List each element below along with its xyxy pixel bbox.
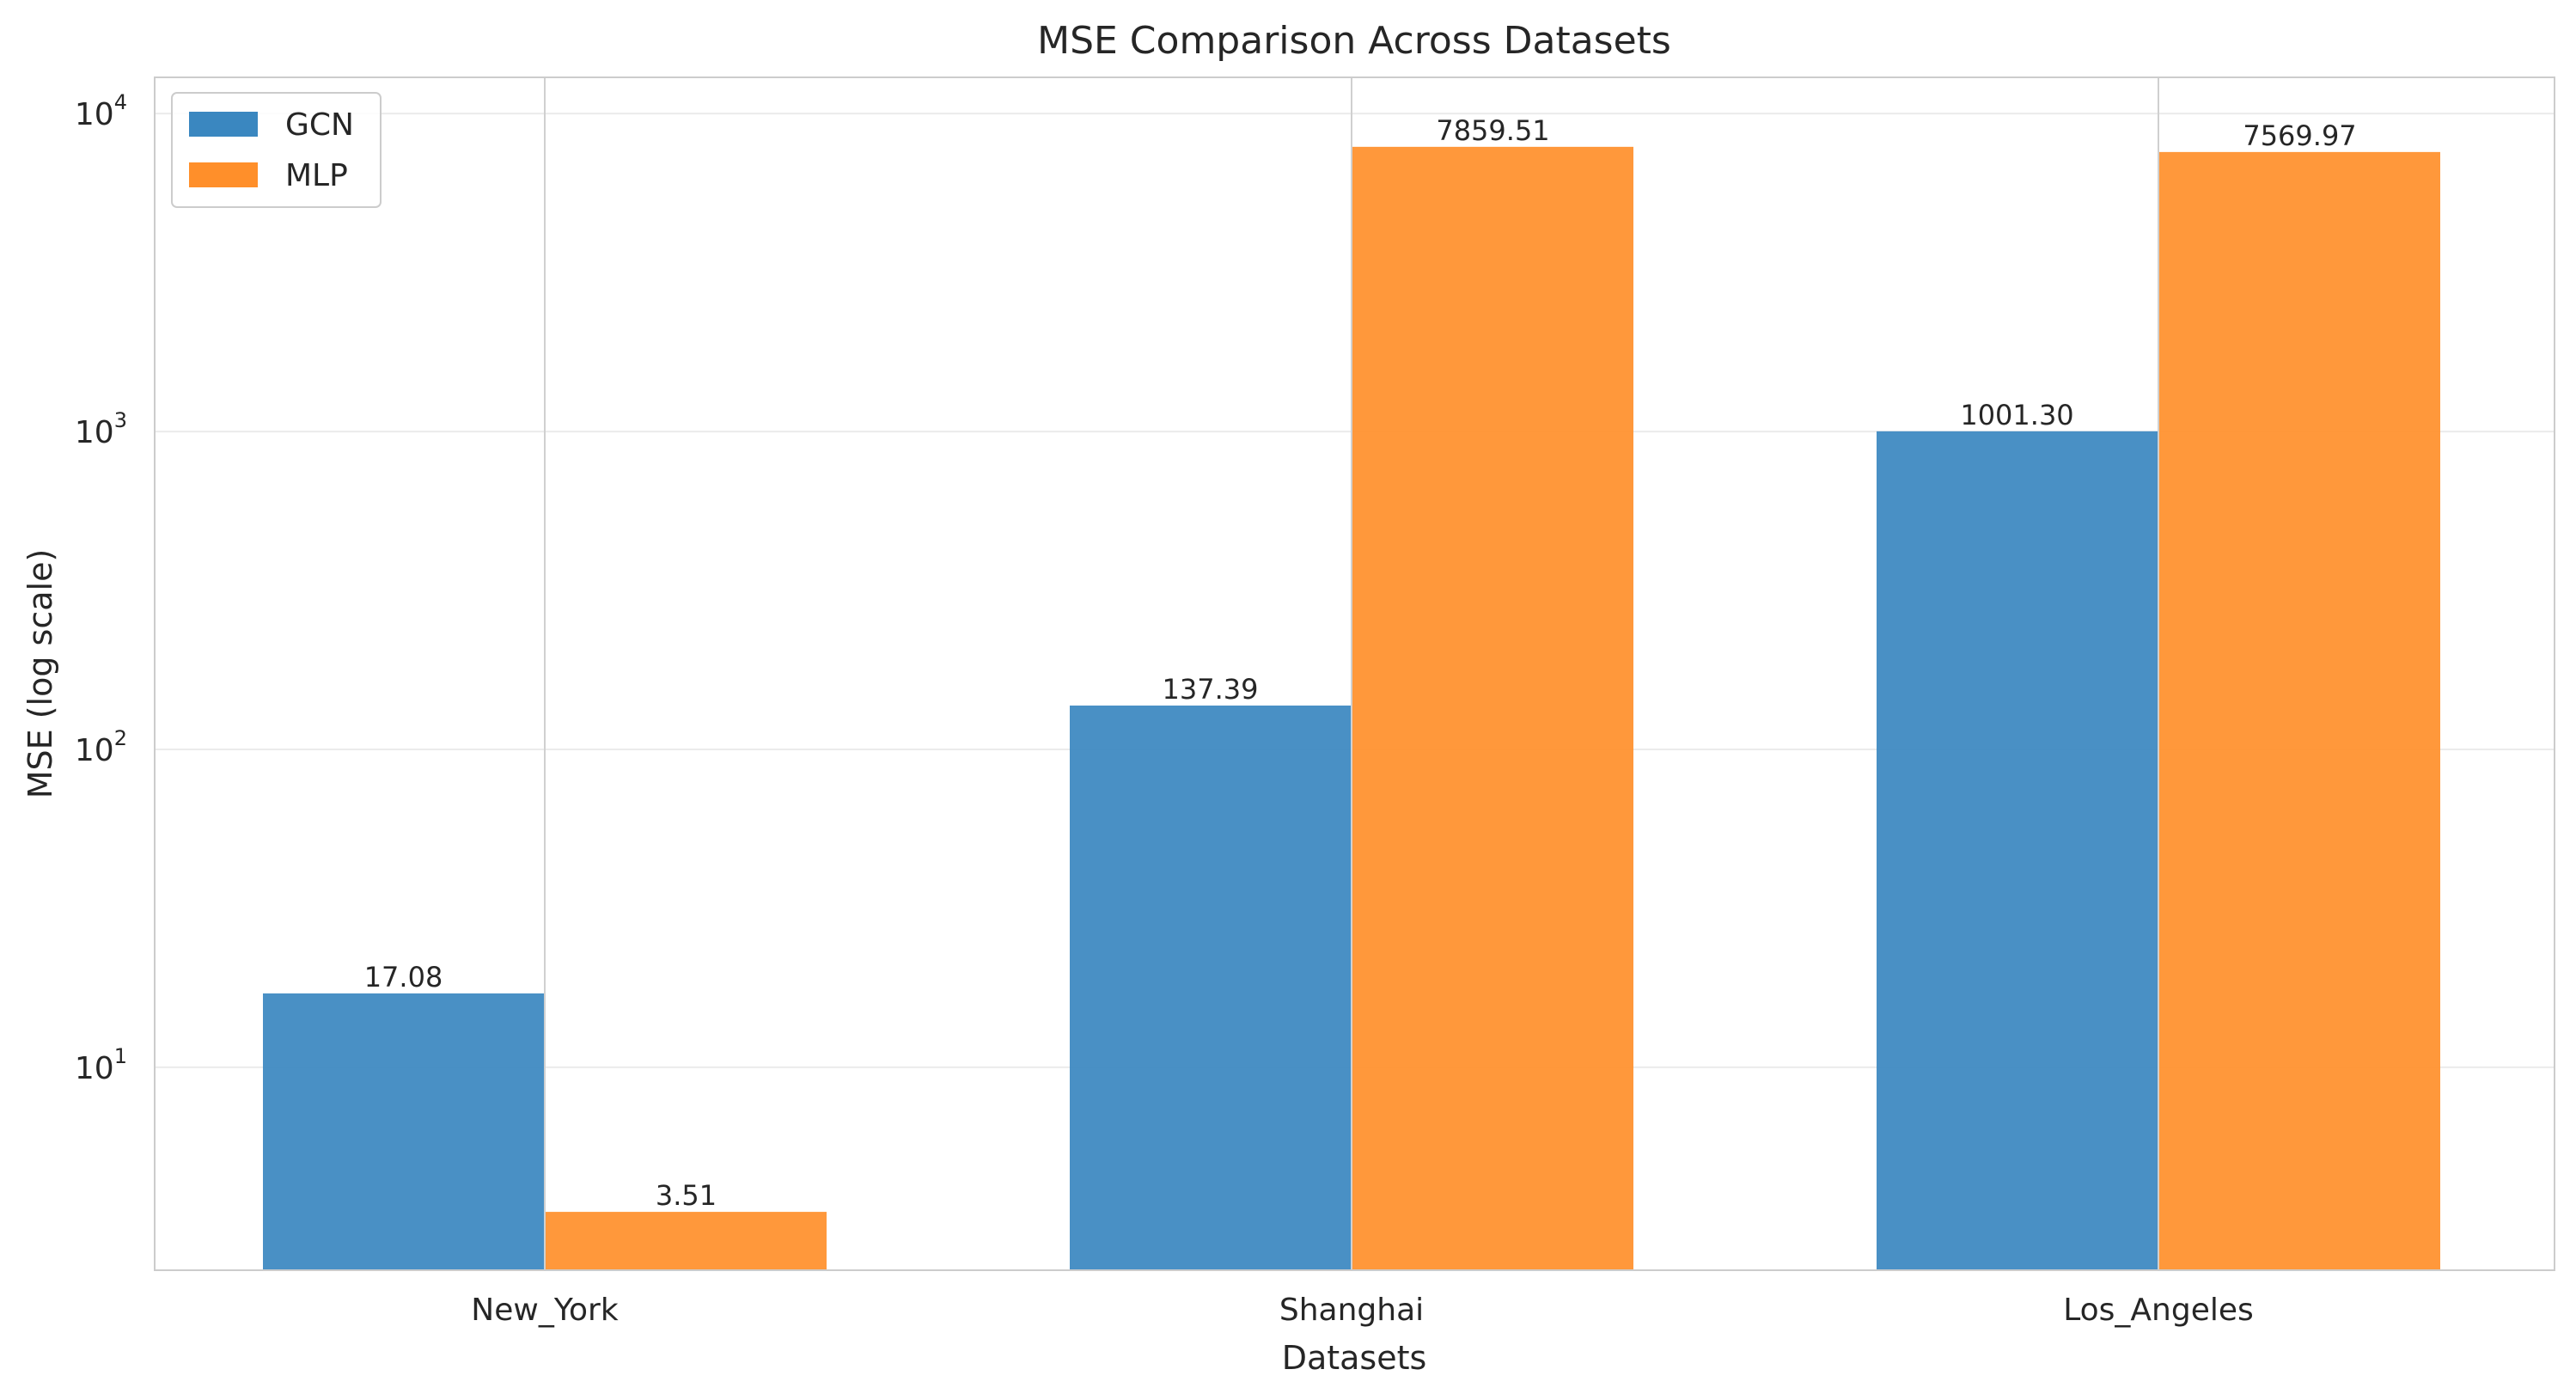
legend-swatch-gcn (189, 112, 258, 137)
legend-swatch-mlp (189, 162, 258, 187)
y-tick-label: 103 (75, 408, 127, 450)
bar-gcn-shanghai (1070, 705, 1351, 1270)
data-label: 17.08 (364, 961, 443, 993)
x-axis-label: Datasets (1282, 1339, 1427, 1377)
y-axis-ticks: 101 102 103 104 (75, 90, 127, 1086)
bars (263, 146, 2440, 1271)
y-tick-label: 102 (75, 726, 127, 768)
legend: GCN MLP (171, 92, 382, 208)
data-label: 137.39 (1163, 673, 1259, 706)
x-tick-label: Los_Angeles (2063, 1293, 2254, 1328)
bar-gcn-los-angeles (1877, 431, 2158, 1270)
legend-label-mlp: MLP (285, 158, 348, 193)
chart-title: MSE Comparison Across Datasets (1037, 19, 1671, 63)
plot-frame (154, 76, 2555, 1271)
data-labels: 17.08 3.51 137.39 7859.51 1001.30 7569.97 (364, 114, 2357, 1212)
bar-mlp-shanghai (1352, 146, 1633, 1270)
bar-gcn-new-york (263, 993, 544, 1270)
data-label: 3.51 (656, 1179, 717, 1212)
data-label: 1001.30 (1960, 399, 2073, 431)
y-tick-label: 101 (75, 1044, 127, 1086)
bar-mlp-new-york (546, 1212, 827, 1270)
y-axis-label: MSE (log scale) (21, 549, 59, 799)
y-tick-label: 104 (75, 90, 127, 132)
x-tick-label: New_York (471, 1293, 619, 1328)
x-axis-ticks: New_York Shanghai Los_Angeles (471, 1293, 2253, 1328)
legend-label-gcn: GCN (285, 107, 354, 143)
bar-mlp-los-angeles (2159, 151, 2440, 1271)
x-tick-label: Shanghai (1279, 1293, 1424, 1328)
data-label: 7859.51 (1436, 114, 1549, 147)
data-label: 7569.97 (2243, 119, 2356, 152)
